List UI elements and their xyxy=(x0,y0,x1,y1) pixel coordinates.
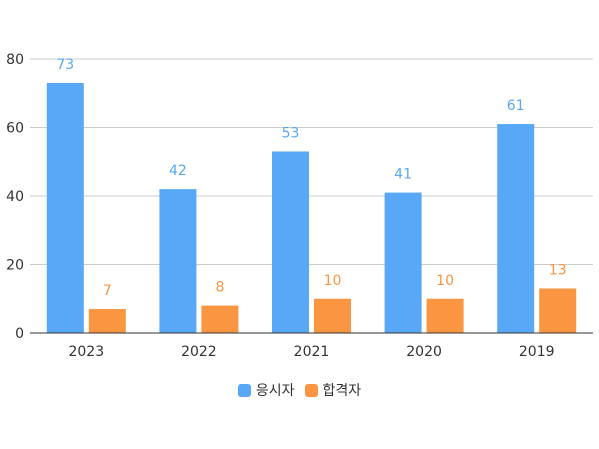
data-label-applicants-2020: 41 xyxy=(394,167,412,183)
y-tick-label: 60 xyxy=(6,121,24,137)
bar-passers-2019[interactable] xyxy=(539,288,577,333)
bar-passers-2023[interactable] xyxy=(88,309,126,333)
bar-applicants-2022[interactable] xyxy=(159,189,197,333)
data-label-applicants-2022: 42 xyxy=(169,163,187,179)
legend-item-passers[interactable]: 합격자 xyxy=(304,380,362,400)
legend-item-applicants[interactable]: 응시자 xyxy=(237,380,295,400)
y-tick-label: 20 xyxy=(6,258,24,274)
bar-applicants-2019[interactable] xyxy=(497,124,535,333)
y-tick-label: 80 xyxy=(6,52,24,68)
legend-label-passers: 합격자 xyxy=(322,383,362,399)
data-label-applicants-2021: 53 xyxy=(282,125,300,141)
x-tick-label: 2020 xyxy=(406,344,442,360)
x-tick-label: 2021 xyxy=(294,344,330,360)
data-label-applicants-2019: 61 xyxy=(507,98,525,114)
y-tick-label: 40 xyxy=(6,189,24,205)
bar-passers-2021[interactable] xyxy=(314,298,351,333)
data-label-passers-2019: 13 xyxy=(549,262,567,278)
data-label-passers-2021: 10 xyxy=(324,273,342,289)
legend: 응시자 합격자 xyxy=(0,380,599,400)
x-tick-label: 2022 xyxy=(181,344,217,360)
bar-applicants-2021[interactable] xyxy=(272,151,309,333)
legend-swatch-applicants xyxy=(237,383,251,397)
y-tick-label: 0 xyxy=(15,326,24,342)
x-tick-label: 2023 xyxy=(68,344,104,360)
bar-passers-2020[interactable] xyxy=(426,298,464,333)
bar-applicants-2020[interactable] xyxy=(384,192,422,333)
y-axis-ticks: 0 20 40 60 80 xyxy=(6,52,24,342)
legend-swatch-passers xyxy=(304,383,318,397)
bars: 73 7 42 8 53 10 41 10 61 13 xyxy=(46,57,577,333)
data-label-passers-2022: 8 xyxy=(215,280,224,296)
data-label-passers-2020: 10 xyxy=(436,273,454,289)
legend-label-applicants: 응시자 xyxy=(255,383,295,399)
bar-applicants-2023[interactable] xyxy=(46,82,84,333)
data-label-passers-2023: 7 xyxy=(103,283,112,299)
bar-passers-2022[interactable] xyxy=(201,305,239,333)
x-tick-label: 2019 xyxy=(519,344,555,360)
data-label-applicants-2023: 73 xyxy=(56,57,74,73)
x-axis-ticks: 2023 2022 2021 2020 2019 xyxy=(68,344,554,360)
